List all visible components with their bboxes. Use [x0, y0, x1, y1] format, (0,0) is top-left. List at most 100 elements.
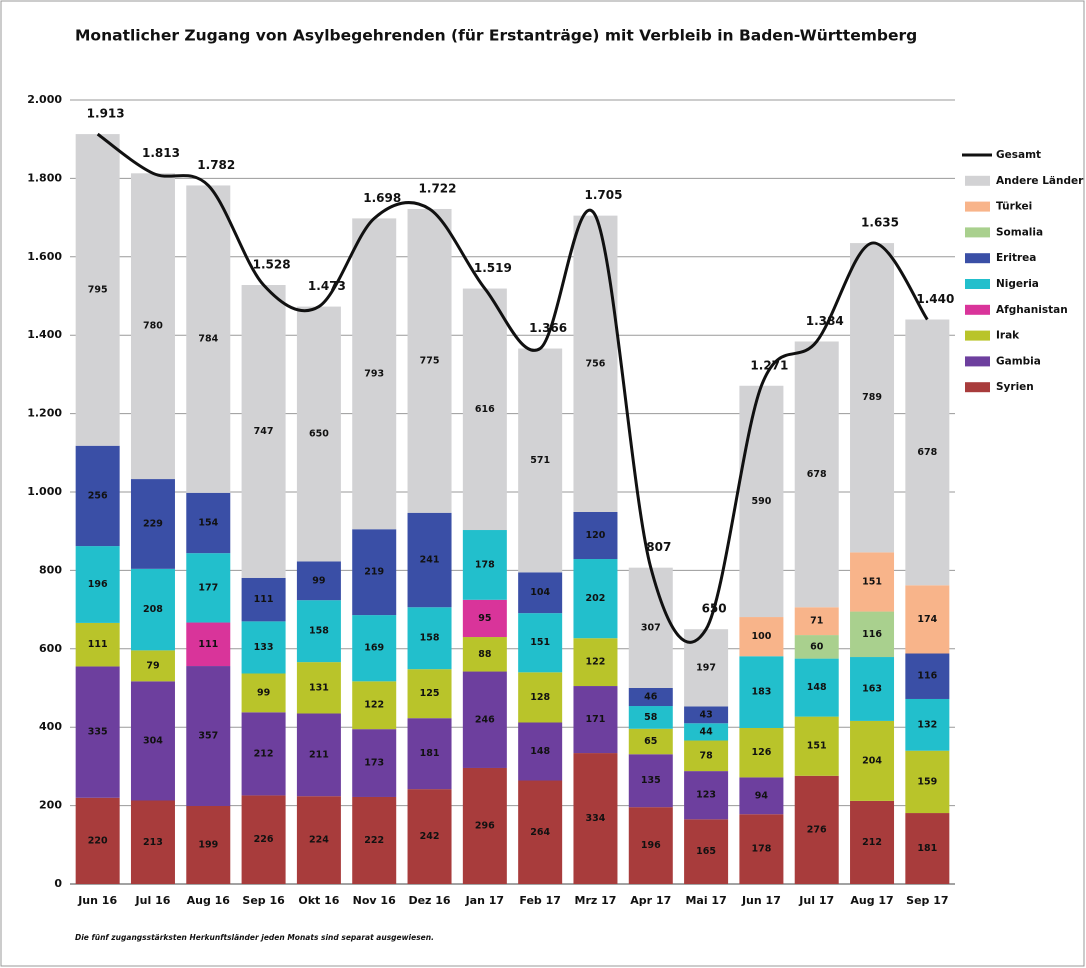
data-label: 58 [644, 712, 658, 723]
data-label: 307 [641, 622, 661, 633]
data-label: 151 [807, 741, 827, 752]
x-tick-label: Okt 16 [298, 894, 339, 907]
data-label: 241 [420, 555, 440, 566]
bar-segment [407, 512, 452, 608]
bar-segment [241, 621, 286, 674]
legend-swatch [965, 304, 990, 315]
data-label: 196 [88, 579, 108, 590]
bar-segment [905, 319, 950, 586]
bar-segment [628, 728, 673, 755]
bar-segment [352, 681, 397, 730]
data-label: 46 [644, 692, 658, 703]
y-tick-label: 600 [39, 642, 62, 655]
legend-swatch [965, 382, 990, 393]
bar-segment [850, 800, 895, 884]
data-label: 159 [917, 776, 937, 787]
bar-segment [628, 807, 673, 884]
bar-segment [352, 796, 397, 884]
data-label: 242 [420, 831, 440, 842]
bar-segment [850, 243, 895, 553]
x-tick-label: Jun 17 [741, 894, 781, 907]
data-label: 173 [364, 758, 384, 769]
bar-segment [518, 348, 563, 573]
y-tick-label: 1.800 [27, 171, 62, 184]
legend-swatch [965, 201, 990, 212]
legend-swatch [965, 330, 990, 341]
data-label: 95 [478, 613, 491, 624]
data-label: 44 [699, 726, 713, 737]
bar-segment [75, 546, 120, 623]
y-tick-label: 1.200 [27, 407, 62, 420]
bar-segment [407, 607, 452, 670]
data-label: 163 [862, 683, 882, 694]
legend-label: Syrien [996, 381, 1034, 393]
data-label: 158 [420, 633, 440, 644]
data-label: 151 [530, 637, 550, 648]
bar-segment [186, 553, 231, 623]
bar-segment [573, 215, 618, 512]
total-label: 1.913 [87, 107, 125, 121]
y-tick-label: 800 [39, 563, 62, 576]
bar-segment [573, 559, 618, 639]
x-tick-label: Jul 16 [135, 894, 171, 907]
data-label: 212 [254, 748, 274, 759]
data-label: 169 [364, 643, 384, 654]
total-label: 650 [702, 602, 727, 616]
chart-title: Monatlicher Zugang von Asylbegehrenden (… [75, 27, 917, 45]
bar-segment [850, 611, 895, 658]
data-label: 116 [917, 671, 937, 682]
legend-label: Eritrea [996, 252, 1036, 264]
x-tick-label: Apr 17 [630, 894, 671, 907]
bar-segment [628, 567, 673, 688]
bar-segment [352, 529, 397, 616]
bar-segment [794, 716, 839, 776]
data-label: 158 [309, 626, 329, 637]
data-label: 123 [696, 790, 716, 801]
bar-segment [739, 656, 784, 728]
data-label: 775 [420, 355, 440, 366]
x-tick-label: Sep 16 [242, 894, 285, 907]
total-label: 1.528 [253, 258, 291, 272]
legend-swatch [965, 279, 990, 289]
total-label: 1.473 [308, 279, 346, 293]
data-label: 678 [807, 469, 827, 480]
legend-label: Irak [996, 330, 1020, 342]
bar-segment [905, 585, 950, 654]
data-label: 128 [530, 692, 550, 703]
bar-segment [296, 713, 341, 797]
legend-label: Somalia [996, 226, 1043, 238]
bar-segment [241, 577, 286, 622]
total-label: 1.635 [861, 216, 899, 230]
data-label: 178 [751, 844, 771, 855]
bar-segment [628, 706, 673, 729]
bar-segment [296, 306, 341, 562]
bar-segment [186, 185, 231, 493]
data-label: 135 [641, 775, 661, 786]
data-label: 60 [810, 641, 824, 652]
data-label: 148 [807, 682, 827, 693]
y-tick-label: 400 [39, 720, 62, 733]
bar-segment [794, 658, 839, 717]
data-label: 222 [364, 835, 384, 846]
bar-segment [241, 673, 286, 713]
bar-segment [739, 385, 784, 618]
data-label: 122 [364, 700, 384, 711]
bar-segment [905, 750, 950, 814]
legend-label: Andere Länder [996, 175, 1084, 187]
data-label: 793 [364, 368, 384, 379]
data-label: 120 [586, 530, 606, 541]
y-tick-label: 1.000 [27, 485, 62, 498]
total-label: 1.782 [197, 158, 235, 172]
bar-segment [75, 666, 120, 798]
x-tick-label: Sep 17 [906, 894, 948, 907]
data-label: 196 [641, 840, 661, 851]
bar-segment [130, 173, 175, 480]
data-label: 650 [309, 428, 329, 439]
legend-label: Gesamt [996, 149, 1041, 161]
data-label: 78 [699, 750, 713, 761]
y-tick-label: 1.600 [27, 250, 62, 263]
data-label: 246 [475, 714, 495, 725]
bar-segment [296, 600, 341, 663]
data-label: 199 [198, 839, 218, 850]
bar-segment [684, 706, 729, 724]
